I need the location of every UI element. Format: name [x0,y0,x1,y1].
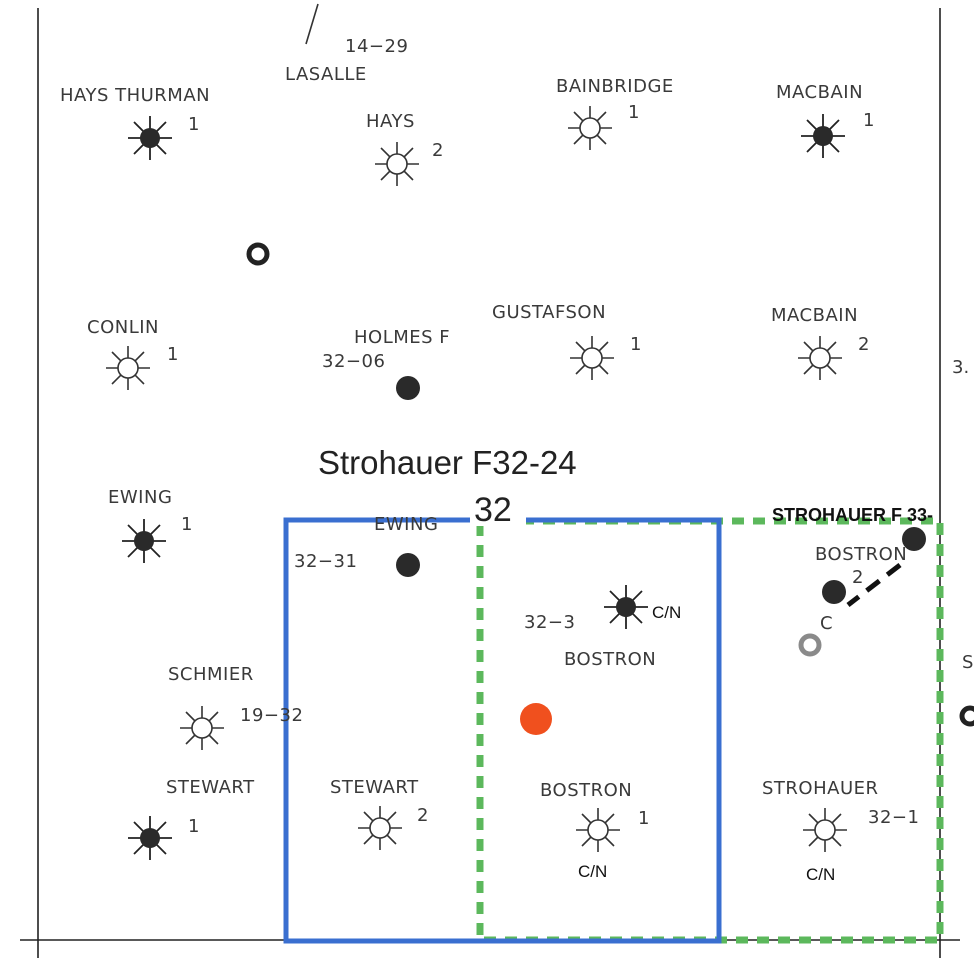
dry-hole-icon [802,807,848,853]
proposed-well-icon [520,703,552,735]
plugged-well-icon [798,633,822,657]
well-num-gustafson: 1 [630,334,641,355]
section-number-bg [470,492,526,526]
well-label-hays-thurman: HAYS THURMAN [60,85,210,106]
well-label-macbain-2: MACBAIN [771,305,858,326]
well-label-bostron-1: BOSTRON [540,780,632,801]
well-num-conlin: 1 [167,344,178,365]
producing-well-icon [396,376,420,400]
oil-well-icon [127,115,173,161]
well-num-stewart-1: 1 [188,816,199,837]
well-label-strohauer-f33: STROHAUER F 33- [772,505,933,525]
well-num-ewing-1: 1 [181,514,192,535]
well-label-hays: HAYS [366,111,415,132]
well-label-ewing-1: EWING [108,487,172,508]
township-label: 14−29 [345,36,408,57]
well-num-ewing-2: 32−31 [294,551,357,572]
oil-well-icon [121,518,167,564]
spacing-unit-outline [476,517,944,944]
well-cn-bostron-32-3: C/N [652,603,681,622]
well-cn-bostron-1: C/N [578,862,607,881]
well-label-strohauer: STROHAUER [762,778,879,799]
producing-well-icon [822,580,846,604]
well-label-ewing-2: EWING [374,514,438,535]
well-label-conlin: CONLIN [87,317,159,338]
well-num-macbain-1: 1 [863,110,874,131]
map-title: Strohauer F32-24 [318,444,577,481]
well-cn-strohauer: C/N [806,865,835,884]
oil-well-icon [127,815,173,861]
lasalle-label: LASALLE [285,64,367,85]
location-circle-icon [246,242,270,266]
township-tick [305,3,319,45]
well-label-holmes: HOLMES F [354,327,450,348]
location-circle-icon [959,705,974,727]
oil-well-icon [800,113,846,159]
well-num-macbain-2: 2 [858,334,869,355]
dry-hole-icon [105,345,151,391]
drilling-unit-outline [283,517,722,944]
well-num-hays-thurman: 1 [188,114,199,135]
producing-well-icon [396,553,420,577]
well-num-strohauer: 32−1 [868,807,919,828]
well-num-bostron-right: 2 [852,567,863,588]
well-label-stewart-1: STEWART [166,777,255,798]
edge-label-right-mid: S [962,652,973,673]
edge-label-right-top: 3. [952,357,969,378]
well-num-schmier: 19−32 [240,705,303,726]
well-label-macbain-1: MACBAIN [776,82,863,103]
well-label-bostron-right: BOSTRON [815,544,907,565]
well-num-bainbridge: 1 [628,102,639,123]
well-num-holmes: 32−06 [322,351,385,372]
dry-hole-icon [569,335,615,381]
well-num-stewart-2: 2 [417,805,428,826]
well-num-hays: 2 [432,140,443,161]
section-boundary [20,8,960,958]
oil-well-icon [603,584,649,630]
producing-well-icon [902,527,926,551]
well-label-stewart-2: STEWART [330,777,419,798]
well-label-bostron-32-3: BOSTRON [564,649,656,670]
section-number: 32 [474,491,512,529]
well-label-schmier: SCHMIER [168,664,254,685]
directional-path [846,563,902,607]
well-label-gustafson: GUSTAFSON [492,302,606,323]
small-c-label: C [820,613,833,634]
well-label-bainbridge: BAINBRIDGE [556,76,674,97]
dry-hole-icon [797,335,843,381]
dry-hole-icon [567,105,613,151]
well-num-bostron-32-3: 32−3 [524,612,575,633]
dry-hole-icon [575,807,621,853]
dry-hole-icon [374,141,420,187]
dry-hole-icon [179,705,225,751]
dry-hole-icon [357,805,403,851]
well-num-bostron-1: 1 [638,808,649,829]
